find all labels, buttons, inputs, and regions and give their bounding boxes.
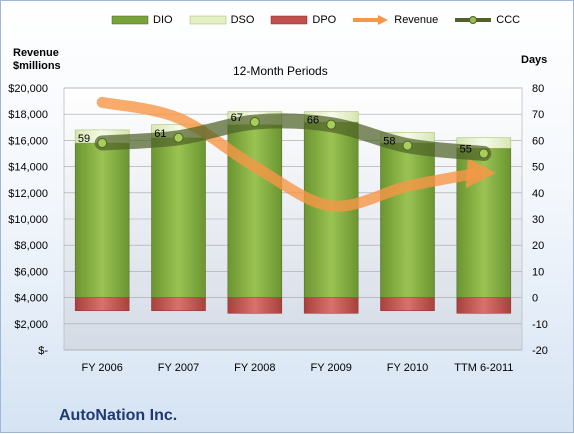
y-right-tick-label: 60 xyxy=(532,135,544,147)
x-tick-label: FY 2006 xyxy=(81,362,122,374)
line-ccc xyxy=(94,113,492,161)
marker-ccc xyxy=(402,140,413,151)
data-label-ccc: 55 xyxy=(460,144,472,156)
y-right-tick-label: 50 xyxy=(532,162,544,174)
x-tick-label: FY 2008 xyxy=(234,362,275,374)
y-right-axis-title: Days xyxy=(521,54,548,66)
y-left-axis-title-line2: $millions xyxy=(13,60,61,72)
marker-ccc xyxy=(326,119,337,130)
legend-swatch-dio xyxy=(111,15,149,25)
y-left-tick-label: $16,000 xyxy=(8,135,48,147)
y-left-axis-title: Revenue $millions xyxy=(13,47,61,73)
data-label-ccc: 61 xyxy=(154,128,166,140)
y-right-tick-label: 10 xyxy=(532,266,544,278)
data-label-ccc: 66 xyxy=(307,115,319,127)
y-left-tick-label: $14,000 xyxy=(8,162,48,174)
y-right-tick-label: -10 xyxy=(532,319,548,331)
y-right-tick-label: -20 xyxy=(532,345,548,357)
y-right-tick-label: 70 xyxy=(532,109,544,121)
legend-label-dpo: DPO xyxy=(312,14,337,26)
legend-swatch-ccc xyxy=(455,16,492,24)
arrowhead-revenue xyxy=(465,158,496,189)
bar-dpo xyxy=(303,297,359,314)
bar-dio xyxy=(380,142,435,298)
y-left-tick-label: $- xyxy=(38,345,48,357)
x-tick-label: FY 2007 xyxy=(158,362,199,374)
bar-dio xyxy=(74,142,130,298)
y-right-tick-label: 20 xyxy=(532,240,544,252)
x-tick-label: TTM 6-2011 xyxy=(454,362,513,374)
bar-dpo xyxy=(74,297,130,311)
marker-ccc xyxy=(249,117,260,128)
legend-item-ccc: CCC xyxy=(454,14,520,26)
legend-item-revenue: Revenue xyxy=(352,14,438,26)
bar-dpo xyxy=(456,297,512,314)
y-left-tick-label: $18,000 xyxy=(8,109,48,121)
bar-dpo xyxy=(151,297,206,311)
legend-item-dio: DIO xyxy=(111,14,173,26)
bar-dpo xyxy=(227,297,283,314)
x-tick-label: FY 2010 xyxy=(387,362,428,374)
y-right-tick-label: 40 xyxy=(532,188,544,200)
y-left-tick-label: $2,000 xyxy=(14,319,48,331)
marker-ccc xyxy=(173,132,184,143)
y-left-tick-label: $20,000 xyxy=(8,83,48,95)
bar-dio xyxy=(151,137,206,298)
y-left-tick-label: $12,000 xyxy=(8,188,48,200)
marker-ccc xyxy=(97,138,108,149)
legend-label-revenue: Revenue xyxy=(394,14,439,26)
legend-label-ccc: CCC xyxy=(496,14,521,26)
data-label-ccc: 67 xyxy=(231,112,243,124)
y-left-tick-label: $10,000 xyxy=(8,214,48,226)
y-left-tick-label: $4,000 xyxy=(14,293,48,305)
company-name: AutoNation Inc. xyxy=(59,407,178,424)
y-left-axis-title-line1: Revenue xyxy=(13,47,59,59)
y-left-tick-label: $6,000 xyxy=(14,266,48,278)
legend-label-dio: DIO xyxy=(153,14,173,26)
marker-ccc xyxy=(478,148,489,159)
y-left-tick-label: $8,000 xyxy=(14,240,48,252)
data-label-ccc: 58 xyxy=(383,136,395,148)
legend-swatch-revenue xyxy=(353,15,389,25)
legend-item-dpo: DPO xyxy=(270,14,336,26)
legend-swatch-dso xyxy=(189,15,226,25)
legend-item-dso: DSO xyxy=(189,14,255,26)
y-right-tick-label: 80 xyxy=(532,83,544,95)
legend-label-dso: DSO xyxy=(230,14,255,26)
line-revenue xyxy=(96,96,478,212)
y-right-tick-label: 0 xyxy=(532,293,538,305)
y-right-tick-label: 30 xyxy=(532,214,544,226)
chart-title: 12-Month Periods xyxy=(233,64,328,78)
bar-dpo xyxy=(380,297,435,311)
data-label-ccc: 59 xyxy=(78,133,90,145)
legend-swatch-dpo xyxy=(271,15,308,25)
legend: DIO DSO DPO Revenue CCC xyxy=(111,11,536,29)
x-tick-label: FY 2009 xyxy=(310,362,351,374)
